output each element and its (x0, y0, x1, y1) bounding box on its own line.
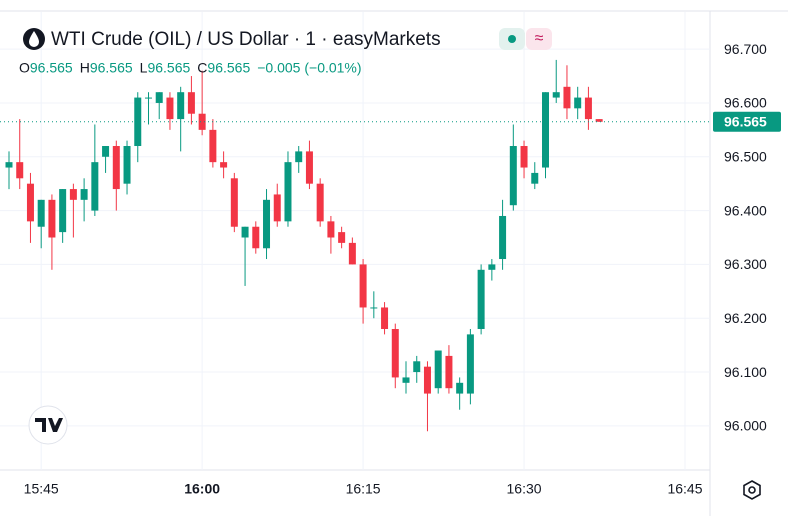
grid (0, 12, 710, 470)
x-tick-label: 16:15 (346, 481, 381, 497)
x-tick-label: 16:30 (507, 481, 542, 497)
candle-body (48, 199, 56, 238)
candle-body (595, 119, 603, 122)
candle-body (26, 183, 34, 222)
candle-body (316, 183, 324, 222)
ohlc-label: L (140, 60, 148, 76)
candle-body (359, 264, 367, 308)
ohlc-change: −0.005 (−0.01%) (257, 60, 361, 76)
candle-body (69, 189, 77, 200)
ohlc-label: H (80, 60, 90, 76)
candle-body (241, 226, 249, 238)
delay-icon: ≈ (535, 30, 544, 47)
candle-body (434, 350, 442, 389)
x-tick-label: 16:00 (184, 481, 220, 497)
candle-body (445, 355, 453, 389)
ohlc-value: 96.565 (30, 60, 73, 76)
candle-body (499, 215, 507, 260)
ohlc-value: 96.565 (90, 60, 133, 76)
ohlc-value: 96.565 (147, 60, 190, 76)
candle-body (402, 377, 410, 383)
candle-body (584, 97, 592, 120)
last-price-label: 96.565 (724, 113, 767, 129)
x-tick-label: 15:45 (24, 481, 59, 497)
candle-body (187, 92, 195, 114)
candle-body (112, 146, 120, 190)
candle-body (295, 151, 303, 163)
chart-title: WTI Crude (OIL) / US Dollar · 1 · easyMa… (51, 29, 441, 50)
candle-body (456, 382, 464, 394)
candle-body (305, 151, 313, 184)
candle-body (230, 178, 238, 227)
candle-body (423, 366, 431, 394)
candle-body (177, 92, 185, 120)
settings-icon[interactable] (743, 480, 761, 500)
candle-body (381, 307, 389, 329)
candle-body (327, 221, 335, 238)
candle-body (198, 113, 206, 130)
y-tick-label: 96.200 (724, 310, 767, 326)
y-tick-label: 96.500 (724, 148, 767, 164)
candle-body (552, 92, 560, 98)
candle-body (252, 226, 260, 249)
candle-body (542, 92, 549, 168)
tv-logo[interactable] (28, 405, 68, 445)
candle-body (370, 307, 378, 309)
y-tick-label: 96.000 (724, 418, 767, 434)
candle-body (80, 189, 88, 200)
y-tick-label: 96.700 (724, 41, 767, 57)
candle-body (509, 146, 517, 206)
y-tick-label: 96.600 (724, 95, 767, 111)
candle-body (263, 199, 271, 249)
candle-body (284, 162, 292, 222)
candle-body (413, 361, 421, 373)
y-tick-label: 96.100 (724, 364, 767, 380)
candles (5, 59, 603, 432)
candle-body (563, 86, 571, 109)
candle-body (91, 162, 99, 211)
overlay: WTI Crude (OIL) / US Dollar · 1 · easyMa… (0, 28, 781, 500)
status-dot (508, 35, 516, 43)
y-tick-label: 96.300 (724, 256, 767, 272)
candle-body (488, 264, 496, 270)
symbol-icon (23, 28, 45, 50)
candle-body (477, 269, 485, 329)
x-tick-label: 16:45 (667, 481, 702, 497)
candle-body (209, 129, 217, 163)
candle-body (338, 232, 346, 243)
candle-body (466, 334, 474, 394)
last-price-tag (713, 111, 781, 132)
candle-body (520, 146, 528, 168)
ohlc-value: 96.565 (207, 60, 250, 76)
candle-body (348, 242, 356, 265)
candle-body (531, 172, 539, 184)
candle-body (166, 97, 174, 120)
ohlc-label: C (197, 60, 207, 76)
candle-body (134, 97, 142, 147)
candle-body (37, 199, 45, 227)
candle-body (123, 146, 131, 184)
candle-body (5, 162, 13, 168)
candle-body (220, 162, 228, 168)
candle-body (59, 189, 67, 233)
candle-body (16, 162, 24, 179)
candle-body (144, 97, 152, 99)
candle-body (391, 328, 399, 378)
candle-body (273, 194, 281, 222)
candle-body (102, 146, 110, 157)
ohlc-label: O (19, 60, 30, 76)
candle-body (574, 97, 582, 109)
y-tick-label: 96.400 (724, 202, 767, 218)
candle-body (155, 92, 163, 103)
delay-badge[interactable] (526, 28, 552, 50)
